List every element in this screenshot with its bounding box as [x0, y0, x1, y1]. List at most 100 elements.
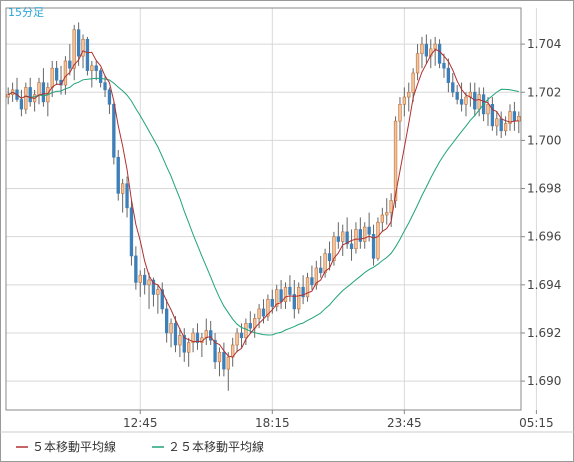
candle-down [28, 87, 32, 103]
plot-area-border [5, 7, 522, 411]
candle-down [116, 156, 120, 194]
candle-down [279, 289, 283, 302]
candle-down [195, 332, 200, 343]
candle-up [226, 356, 230, 370]
candle-down [213, 339, 217, 363]
candle-down [41, 82, 46, 103]
candle-up [6, 94, 10, 98]
candle-down [424, 43, 429, 57]
candle-down [310, 277, 314, 286]
candle-down [76, 29, 81, 57]
y-tick-label: 1.704 [527, 37, 561, 51]
candle-up [266, 298, 270, 317]
candle-down [437, 43, 442, 64]
candle-up [275, 289, 279, 307]
candle-up [477, 94, 481, 110]
candle-up [235, 332, 239, 346]
candle-down [270, 298, 274, 307]
y-tick-label: 1.700 [527, 133, 561, 147]
legend-label: ５本移動平均線 [32, 439, 116, 454]
candle-up [398, 103, 402, 122]
candle-down [442, 63, 446, 69]
moving-averages [7, 48, 519, 358]
candle-down [490, 103, 495, 127]
candle-up [120, 183, 125, 194]
candle-down [288, 286, 292, 295]
candle-down [301, 286, 305, 298]
candle-up [156, 289, 160, 295]
candle-up [389, 200, 393, 213]
y-tick-label: 1.696 [527, 230, 561, 244]
candle-down [160, 289, 164, 310]
candle-up [297, 286, 301, 310]
candle-down [107, 89, 112, 105]
candle-up [380, 214, 385, 223]
x-tick-label: 18:15 [255, 416, 290, 430]
candle-up [63, 60, 68, 86]
candle-down [499, 118, 503, 132]
candle-down [451, 82, 455, 93]
candle-up [314, 267, 318, 286]
candle-down [261, 308, 266, 317]
candle-down [68, 60, 72, 69]
x-axis: 12:45 18:15 23:45 05:15 [123, 410, 554, 430]
candle-up [72, 29, 76, 69]
candle-down [358, 229, 363, 242]
candle-up [50, 67, 54, 88]
candle-down [327, 253, 332, 262]
candle-up [217, 351, 222, 363]
candle-up [508, 111, 512, 124]
candle-up [305, 277, 310, 298]
ma25-line [7, 77, 519, 336]
candle-down [319, 267, 323, 274]
candle-up [283, 286, 288, 302]
candle-down [134, 255, 138, 283]
candle-up [341, 231, 345, 242]
candle-down [349, 243, 354, 250]
y-tick-label: 1.702 [527, 85, 561, 99]
period-label: 15分足 [8, 6, 44, 19]
candle-up [415, 53, 420, 74]
candle-up [464, 96, 468, 105]
candle-down [182, 335, 186, 353]
candle-down [336, 236, 340, 242]
candle-up [178, 335, 182, 346]
x-tick-label: 05:15 [519, 416, 554, 430]
candle-up [486, 103, 490, 115]
candle-down [371, 233, 376, 259]
ma5-line [7, 48, 519, 358]
candle-down [173, 323, 178, 346]
candle-up [411, 72, 415, 93]
candle-up [90, 65, 94, 71]
candle-up [495, 118, 499, 127]
candle-down [151, 279, 156, 295]
candle-up [187, 342, 191, 353]
y-axis: 1.704 1.702 1.700 1.698 1.696 1.694 1.692 1.690 [521, 37, 561, 388]
candle-down [129, 207, 134, 257]
legend: ５本移動平均線 ２５本移動平均線 [16, 439, 264, 454]
candle-up [407, 91, 411, 98]
candle-down [112, 103, 116, 158]
candle-down [367, 226, 371, 235]
candle-up [385, 212, 389, 216]
candle-up [363, 226, 367, 242]
candle-up [81, 38, 85, 57]
candle-up [332, 236, 336, 262]
candle-down [239, 332, 244, 339]
candle-up [376, 221, 380, 259]
legend-label: ２５本移動平均線 [168, 439, 264, 454]
candle-down [125, 183, 129, 209]
candle-down [345, 231, 349, 245]
candle-up [244, 323, 248, 339]
y-tick-label: 1.694 [527, 278, 561, 292]
candle-down [164, 308, 169, 334]
candle-down [98, 70, 103, 83]
y-tick-label: 1.690 [527, 374, 561, 388]
candle-down [512, 111, 517, 122]
candle-down [222, 351, 226, 370]
y-tick-label: 1.692 [527, 326, 561, 340]
candle-up [257, 308, 261, 319]
candle-down [94, 65, 98, 71]
candle-up [393, 120, 398, 201]
